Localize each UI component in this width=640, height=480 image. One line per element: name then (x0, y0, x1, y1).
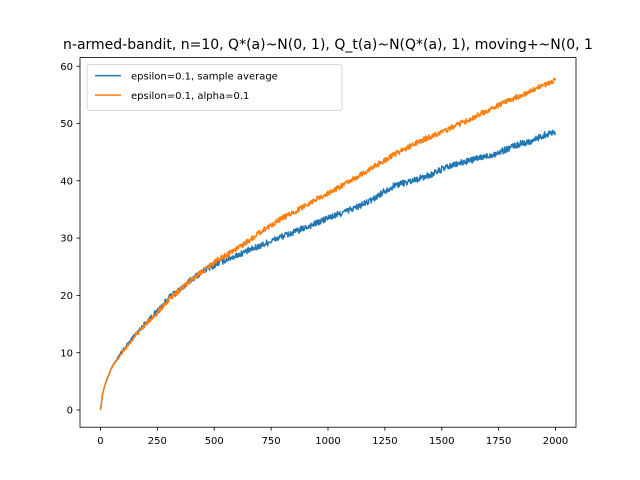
legend: epsilon=0.1, sample average epsilon=0.1, … (86, 64, 343, 111)
series-lines (99, 77, 557, 411)
y-tick-label: 40 (60, 176, 73, 187)
y-tick-label: 50 (60, 119, 73, 130)
x-tick-label: 750 (262, 436, 281, 447)
y-tick-label: 0 (67, 406, 73, 417)
axes-frame (79, 57, 577, 428)
x-tick-label: 2000 (543, 436, 568, 447)
y-tick-label: 20 (60, 291, 73, 302)
legend-box (86, 64, 343, 111)
x-tick-label: 250 (148, 436, 167, 447)
y-tick-label: 60 (60, 62, 73, 73)
x-tick-label: 500 (205, 436, 224, 447)
chart-title: n-armed-bandit, n=10, Q*(a)~N(0, 1), Q_t… (63, 37, 593, 53)
x-tick-label: 1250 (372, 436, 397, 447)
legend-label: epsilon=0.1, alpha=0.1 (131, 91, 249, 102)
x-axis: 0 250 500 750 1000 1250 1500 1750 2000 (97, 427, 568, 447)
series-line-1 (99, 77, 557, 411)
y-tick-label: 10 (60, 348, 73, 359)
y-tick-label: 30 (60, 234, 73, 245)
x-tick-label: 0 (97, 436, 103, 447)
legend-label: epsilon=0.1, sample average (131, 71, 278, 82)
y-axis: 0 10 20 30 40 50 60 (60, 62, 80, 417)
x-tick-label: 1750 (486, 436, 511, 447)
series-line-0 (99, 129, 557, 411)
x-tick-label: 1000 (315, 436, 340, 447)
x-tick-label: 1500 (429, 436, 454, 447)
